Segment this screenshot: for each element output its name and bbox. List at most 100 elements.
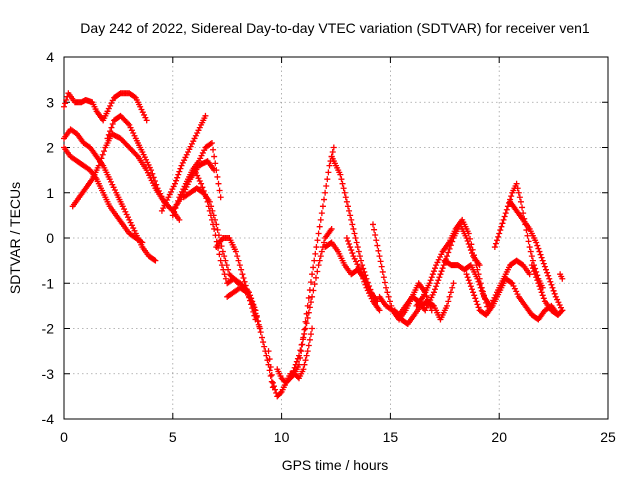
data-point — [212, 160, 219, 167]
x-tick-label: 15 — [383, 429, 399, 445]
data-point — [465, 277, 472, 284]
data-point — [206, 207, 213, 214]
data-point — [234, 253, 241, 260]
data-point — [339, 180, 346, 187]
data-point — [203, 195, 210, 202]
data-point — [142, 114, 149, 121]
data-point — [347, 212, 354, 219]
data-point — [109, 181, 116, 188]
data-point — [220, 266, 227, 273]
data-point — [109, 97, 116, 104]
data-point — [347, 244, 354, 251]
data-point — [153, 181, 160, 188]
data-point — [325, 169, 332, 176]
data-point — [301, 361, 308, 368]
data-series — [61, 90, 566, 400]
data-point — [538, 254, 545, 261]
data-point — [541, 263, 548, 270]
data-point — [428, 274, 435, 281]
data-point — [319, 203, 326, 210]
data-point — [199, 184, 206, 191]
data-point — [289, 370, 296, 377]
data-point — [314, 268, 321, 275]
data-point — [130, 225, 137, 232]
data-point — [296, 352, 303, 359]
data-point — [212, 232, 219, 239]
data-point — [253, 314, 260, 321]
series-track-7 — [169, 139, 224, 219]
data-point — [536, 283, 543, 290]
data-point — [503, 206, 510, 213]
data-point — [192, 169, 199, 176]
y-axis-label: SDTVAR / TECUs — [7, 182, 23, 294]
data-point — [257, 329, 264, 336]
series-track-20 — [391, 280, 457, 327]
data-point — [188, 140, 195, 147]
data-point — [267, 373, 274, 380]
data-point — [433, 262, 440, 269]
y-tick-label: 1 — [46, 185, 54, 201]
data-point — [259, 334, 266, 341]
data-point — [515, 189, 522, 196]
data-point — [155, 187, 162, 194]
data-point — [179, 159, 186, 166]
data-point — [544, 269, 551, 276]
data-point — [293, 358, 300, 365]
data-point — [510, 282, 517, 289]
data-point — [266, 367, 273, 374]
data-point — [495, 233, 502, 240]
data-point — [157, 190, 164, 197]
data-point — [192, 132, 199, 139]
data-point — [309, 325, 316, 332]
data-point — [532, 271, 539, 278]
data-point — [351, 255, 358, 262]
data-point — [107, 102, 114, 109]
data-point — [476, 281, 483, 288]
data-point — [243, 289, 250, 296]
data-point — [221, 253, 228, 260]
grid — [64, 57, 608, 419]
data-point — [190, 138, 197, 145]
data-point — [304, 314, 311, 321]
data-point — [330, 144, 337, 151]
data-point — [305, 342, 312, 349]
series-track-6 — [158, 112, 209, 214]
data-point — [375, 247, 382, 254]
data-point — [196, 124, 203, 131]
data-point — [107, 128, 114, 135]
series-track-17 — [343, 235, 383, 314]
data-point — [290, 367, 297, 374]
data-point — [217, 257, 224, 264]
data-point — [131, 132, 138, 139]
data-point — [109, 120, 116, 127]
data-point — [554, 296, 561, 303]
data-point — [363, 284, 370, 291]
data-point — [297, 347, 304, 354]
data-point — [328, 225, 335, 232]
data-point — [131, 93, 138, 100]
data-point — [300, 366, 307, 373]
data-point — [105, 105, 112, 112]
data-point — [434, 280, 441, 287]
data-point — [534, 242, 541, 249]
data-point — [537, 286, 544, 293]
data-point — [63, 96, 70, 103]
data-point — [329, 149, 336, 156]
data-point — [555, 299, 562, 306]
data-point — [472, 295, 479, 302]
data-point — [292, 361, 299, 368]
data-point — [315, 230, 322, 237]
data-point — [138, 238, 145, 245]
data-point — [314, 237, 321, 244]
data-point — [305, 294, 312, 301]
data-point — [473, 262, 480, 269]
data-point — [346, 241, 353, 248]
data-point — [343, 235, 350, 241]
data-point — [385, 293, 392, 300]
data-point — [464, 274, 471, 281]
series-track-25 — [507, 198, 566, 314]
data-point — [255, 321, 262, 328]
data-point — [467, 235, 474, 242]
data-point — [311, 281, 318, 288]
